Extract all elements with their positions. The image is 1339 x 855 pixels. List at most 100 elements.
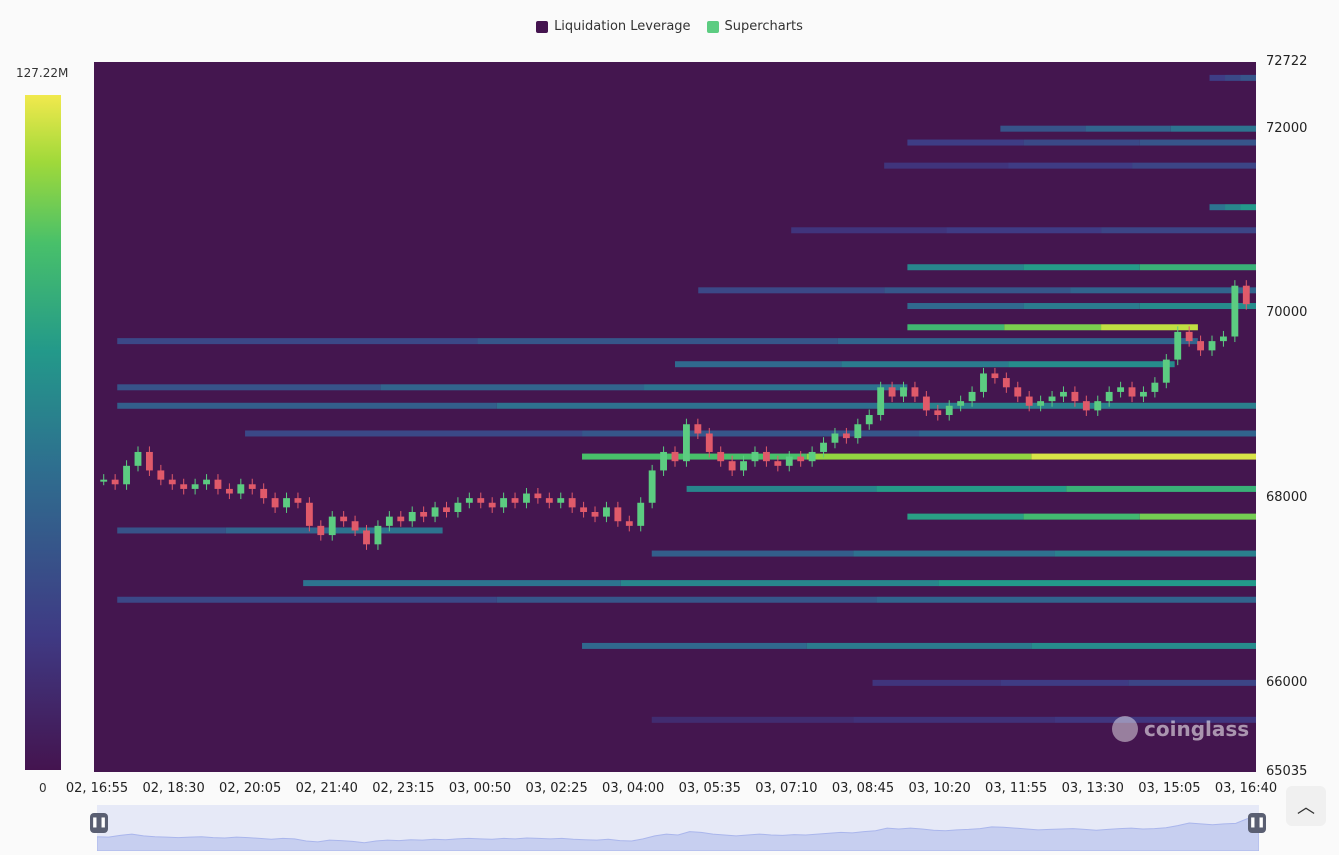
- liquidation-band: [791, 227, 947, 234]
- candle-body: [968, 391, 976, 402]
- range-navigator[interactable]: [96, 805, 1260, 852]
- liquidation-band: [117, 402, 497, 409]
- candle-body: [534, 493, 542, 499]
- x-tick-label: 03, 07:10: [755, 781, 818, 796]
- liquidation-band: [907, 513, 1024, 520]
- candle-body: [203, 479, 210, 485]
- x-tick-label: 02, 16:55: [65, 781, 129, 796]
- candle-body: [1094, 401, 1102, 411]
- color-scale-min-label: 0: [39, 781, 47, 795]
- y-tick-label: 66000: [1266, 674, 1308, 690]
- liquidation-band: [1054, 716, 1256, 723]
- candle-body: [340, 516, 348, 522]
- candle-body: [980, 373, 987, 392]
- liquidation-band: [1139, 303, 1256, 310]
- candle-body: [454, 502, 462, 512]
- liquidation-band: [1225, 74, 1241, 81]
- candle-body: [488, 502, 496, 508]
- candle-body: [591, 511, 599, 517]
- candle-body: [831, 433, 839, 443]
- liquidation-band: [582, 430, 920, 437]
- liquidation-band: [876, 402, 1256, 409]
- candle-body: [1060, 391, 1067, 397]
- candle-body: [877, 387, 885, 416]
- legend-item[interactable]: Liquidation Leverage: [536, 19, 691, 34]
- x-tick-label: 03, 08:45: [831, 781, 895, 796]
- y-tick-label: 70000: [1266, 305, 1308, 321]
- candle-body: [568, 498, 576, 508]
- candle-body: [797, 456, 805, 462]
- candle-body: [671, 451, 679, 462]
- candle-body: [408, 511, 416, 522]
- liquidation-band: [1085, 125, 1171, 132]
- candle-body: [957, 401, 965, 406]
- candle-body: [1048, 396, 1056, 402]
- candle-body: [682, 424, 690, 462]
- candle-body: [351, 521, 359, 531]
- liquidation-band: [651, 716, 854, 723]
- heatmap-svg: [100, 74, 1256, 723]
- liquidation-band: [1225, 204, 1241, 211]
- candle-body: [1162, 359, 1170, 383]
- legend-label: Liquidation Leverage: [554, 19, 691, 34]
- candle-body: [123, 465, 130, 485]
- liquidation-band: [380, 384, 645, 391]
- legend-item[interactable]: Supercharts: [706, 19, 803, 34]
- candle-body: [271, 498, 279, 508]
- liquidation-band: [853, 550, 1055, 557]
- x-tick-label: 03, 13:30: [1061, 781, 1124, 796]
- chart-legend: Liquidation Leverage Supercharts: [0, 19, 1339, 34]
- liquidation-band: [876, 485, 1067, 492]
- candle-body: [1105, 391, 1113, 402]
- liquidation-band: [698, 287, 885, 294]
- color-scale-bar: [25, 95, 61, 770]
- liquidation-band: [1139, 513, 1256, 520]
- liquidation-band: [1170, 125, 1256, 132]
- candle-body: [134, 451, 142, 466]
- candle-body: [922, 396, 930, 411]
- liquidation-band: [938, 580, 1256, 587]
- liquidation-band: [303, 580, 621, 587]
- liquidation-band: [1023, 513, 1140, 520]
- candle-body: [248, 484, 256, 489]
- y-tick-label: 72722: [1266, 54, 1308, 69]
- candle-body: [1128, 387, 1136, 397]
- candle-body: [1231, 285, 1239, 337]
- liquidation-band: [1070, 287, 1256, 294]
- navigator-left-handle[interactable]: ❚❚: [90, 813, 108, 833]
- candle-body: [762, 451, 770, 462]
- scroll-up-button[interactable]: ︿: [1286, 786, 1326, 826]
- liquidation-band: [853, 716, 1055, 723]
- candle-body: [1071, 391, 1079, 402]
- liquidation-band: [1240, 74, 1256, 81]
- liquidation-band: [117, 527, 226, 534]
- candle-body: [900, 387, 907, 397]
- candle-body: [1140, 391, 1147, 397]
- candle-body: [1242, 285, 1250, 305]
- candle-body: [660, 451, 668, 471]
- liquidation-band: [117, 596, 497, 603]
- candle-body: [397, 516, 405, 522]
- liquidation-band: [1101, 324, 1198, 331]
- x-tick-label: 03, 15:05: [1138, 781, 1201, 796]
- candle-body: [465, 498, 473, 503]
- liquidation-band: [876, 596, 1256, 603]
- candle-body: [100, 479, 108, 482]
- candle-body: [168, 479, 176, 485]
- x-tick-label: 03, 10:20: [908, 781, 971, 796]
- legend-swatch: [536, 20, 549, 33]
- candle-body: [237, 484, 245, 494]
- liquidation-band: [334, 527, 443, 534]
- liquidation-band: [1023, 303, 1140, 310]
- liquidation-band: [1008, 361, 1175, 368]
- candle-body: [511, 498, 519, 503]
- candle-body: [191, 484, 199, 489]
- x-tick-label: 02, 21:40: [295, 781, 358, 796]
- x-tick-label: 03, 04:00: [602, 781, 665, 796]
- liquidation-band: [919, 430, 1256, 437]
- candle-body: [443, 507, 450, 512]
- navigator-right-handle[interactable]: ❚❚: [1248, 813, 1266, 833]
- candle-body: [751, 451, 759, 462]
- x-tick-label: 03, 02:25: [525, 781, 588, 796]
- heatmap-plot-area: [94, 62, 1256, 772]
